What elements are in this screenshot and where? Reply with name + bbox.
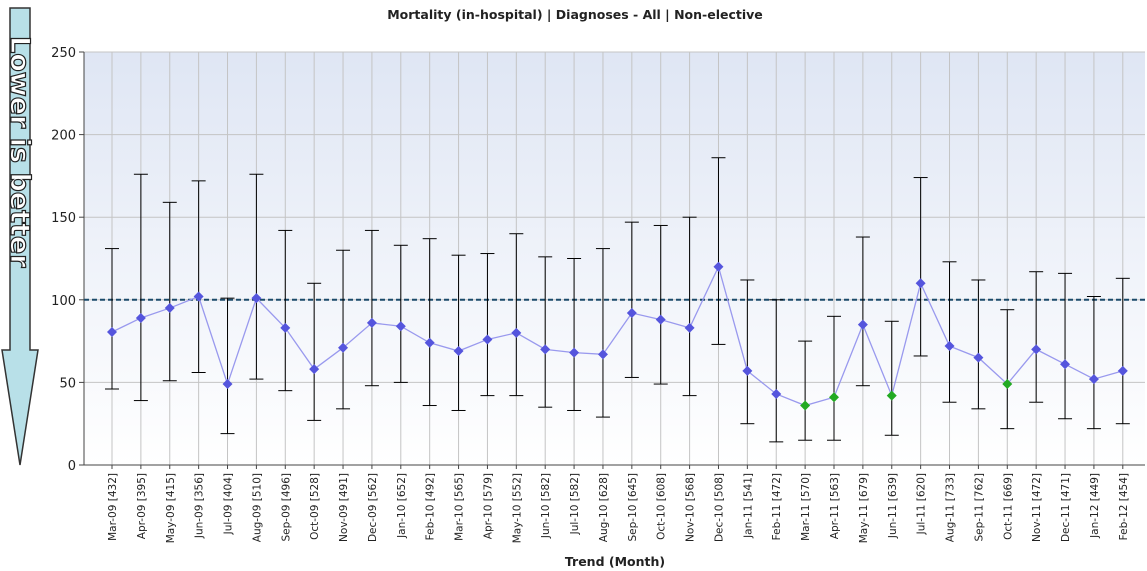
data-point <box>280 322 291 333</box>
x-tick-label: Apr-11 [563] <box>829 473 841 539</box>
data-point <box>222 379 233 390</box>
data-point <box>742 365 753 376</box>
x-tick-label: Jul-09 [404] <box>223 473 235 535</box>
data-point <box>1117 365 1128 376</box>
x-tick-label: Mar-10 [565] <box>454 473 466 541</box>
data-point <box>944 341 955 352</box>
data-point <box>597 349 608 360</box>
x-tick-label: May-09 [415] <box>165 473 177 543</box>
data-point <box>1031 344 1042 355</box>
data-point <box>193 291 204 302</box>
x-tick-label: Jan-12 [449] <box>1089 473 1101 539</box>
x-tick-label: Dec-11 [471] <box>1060 473 1072 542</box>
y-tick-label: 200 <box>51 129 76 144</box>
data-point <box>482 334 493 345</box>
data-point <box>366 317 377 328</box>
data-point <box>569 347 580 358</box>
x-axis-label: Trend (Month) <box>565 554 665 569</box>
data-point <box>540 344 551 355</box>
annotation: Lower is better <box>4 36 35 268</box>
x-tick-label: Jun-09 [356] <box>194 473 206 539</box>
x-tick-label: Mar-11 [570] <box>800 473 812 541</box>
x-tick-label: Apr-10 [579] <box>482 473 494 539</box>
x-tick-label: Jul-11 [620] <box>916 473 928 535</box>
data-point <box>424 337 435 348</box>
x-tick-label: Aug-09 [510] <box>251 473 263 542</box>
x-tick-label: Jun-11 [639] <box>887 473 899 539</box>
data-point <box>135 312 146 323</box>
data-point <box>829 392 839 403</box>
x-tick-label: Sep-11 [762] <box>973 473 985 542</box>
data-point <box>973 352 984 363</box>
data-point <box>107 327 117 338</box>
x-tick-label: Nov-10 [568] <box>685 473 697 542</box>
x-tick-label: Nov-11 [472] <box>1031 473 1043 542</box>
arrow <box>1 7 39 466</box>
x-tick-label: Apr-09 [395] <box>136 473 148 539</box>
data-point <box>309 364 320 375</box>
x-tick-label: Nov-09 [491] <box>338 473 350 542</box>
y-tick-label: 50 <box>59 376 76 391</box>
chart-title: Mortality (in-hospital) | Diagnoses - Al… <box>387 7 763 22</box>
x-tick-label: Jun-10 [582] <box>540 473 552 539</box>
data-point <box>857 319 868 330</box>
x-tick-label: Aug-11 [733] <box>945 473 957 542</box>
data-point <box>684 322 695 333</box>
plot-area <box>84 52 1145 465</box>
y-tick-label: 0 <box>68 459 76 474</box>
x-tick-label: Feb-11 [472] <box>771 473 783 540</box>
data-point <box>626 308 637 319</box>
y-tick-label: 250 <box>51 46 76 61</box>
data-point <box>800 400 811 411</box>
series-line <box>111 264 1123 407</box>
x-tick-label: Mar-09 [432] <box>107 473 119 541</box>
data-point <box>251 293 262 304</box>
data-point <box>395 321 406 332</box>
x-tick-label: Jul-10 [582] <box>569 473 581 535</box>
x-tick-label: Jan-11 [541] <box>742 473 754 539</box>
x-tick-label: Aug-10 [628] <box>598 473 610 542</box>
data-point <box>915 278 926 289</box>
x-tick-label: Jan-10 [652] <box>396 473 408 539</box>
data-point <box>655 314 666 325</box>
x-tick-label: Dec-09 [562] <box>367 473 379 542</box>
x-tick-label: Dec-10 [508] <box>713 473 725 542</box>
x-tick-label: Feb-12 [454] <box>1118 473 1130 540</box>
data-point <box>771 388 782 399</box>
data-point <box>713 261 724 272</box>
y-tick-label: 100 <box>51 294 76 309</box>
data-point <box>1002 379 1013 390</box>
data-point <box>511 327 522 338</box>
x-tick-label: May-10 [552] <box>511 473 523 543</box>
x-tick-label: Feb-10 [492] <box>425 473 437 540</box>
data-point <box>453 346 464 357</box>
x-tick-label: Sep-09 [496] <box>280 473 292 542</box>
x-tick-label: May-11 [679] <box>858 473 870 543</box>
data-point <box>1088 374 1099 385</box>
x-tick-label: Sep-10 [645] <box>627 473 639 542</box>
x-tick-label: Oct-10 [608] <box>656 473 668 540</box>
data-point <box>164 303 175 314</box>
data-point <box>886 390 897 401</box>
data-point <box>1060 359 1071 370</box>
x-tick-label: Oct-11 [669] <box>1002 473 1014 540</box>
x-tick-label: Oct-09 [528] <box>309 473 321 540</box>
data-point <box>338 342 349 353</box>
y-tick-label: 150 <box>51 211 76 226</box>
